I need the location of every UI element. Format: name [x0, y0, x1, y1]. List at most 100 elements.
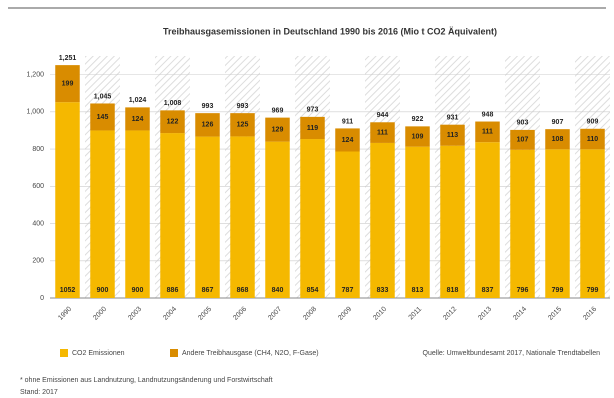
- x-tick-label: 2011: [408, 306, 424, 322]
- bar-segment: [475, 121, 500, 143]
- value-label: 854: [307, 287, 319, 294]
- bar-segment: [545, 129, 570, 150]
- value-label: 799: [587, 287, 599, 294]
- total-label: 1,251: [59, 55, 77, 62]
- legend-label: Andere Treibhausgase (CH4, N2O, F-Gase): [182, 350, 319, 357]
- value-label: 110: [587, 136, 598, 143]
- bar-segment: [370, 142, 395, 298]
- value-label: 818: [447, 287, 459, 294]
- value-label: 145: [97, 114, 109, 121]
- total-label: 903: [517, 120, 529, 127]
- value-label: 122: [167, 119, 179, 126]
- value-label: 886: [167, 287, 179, 294]
- x-tick-label: 2003: [127, 306, 143, 322]
- legend-label: CO2 Emissionen: [72, 350, 125, 357]
- value-label: 111: [377, 129, 388, 136]
- total-label: 1,045: [94, 93, 112, 100]
- value-label: 119: [307, 125, 318, 132]
- bar-segment: [580, 128, 605, 150]
- value-label: 113: [447, 132, 458, 139]
- value-label: 868: [237, 287, 249, 294]
- bar-segment: [545, 149, 570, 298]
- value-label: 126: [202, 122, 214, 129]
- value-label: 111: [482, 129, 493, 136]
- bar-segment: [195, 113, 220, 137]
- value-label: 796: [517, 287, 529, 294]
- value-label: 108: [552, 136, 564, 143]
- total-label: 909: [587, 119, 599, 126]
- y-tick-label: 1,000: [26, 109, 44, 116]
- legend-swatch: [170, 349, 178, 357]
- note: Stand: 2017: [20, 389, 58, 396]
- total-label: 911: [342, 118, 353, 125]
- value-label: 900: [132, 287, 144, 294]
- y-tick-label: 0: [40, 295, 44, 302]
- x-tick-label: 2016: [582, 306, 598, 322]
- x-tick-label: 2006: [232, 306, 248, 322]
- value-label: 900: [97, 287, 109, 294]
- bar-segment: [335, 151, 360, 298]
- x-tick-label: 2014: [512, 306, 528, 322]
- bar-segment: [265, 141, 290, 298]
- value-label: 199: [62, 80, 74, 87]
- legend-swatch: [60, 349, 68, 357]
- bar-segment: [160, 110, 185, 134]
- x-tick-label: 2007: [267, 306, 283, 322]
- y-tick-label: 600: [32, 183, 44, 190]
- value-label: 833: [377, 287, 389, 294]
- value-label: 124: [132, 116, 144, 123]
- total-label: 973: [307, 107, 319, 114]
- bar-segment: [90, 130, 115, 298]
- bar-segment: [335, 128, 360, 152]
- bar-segment: [90, 103, 115, 131]
- total-label: 993: [237, 103, 249, 110]
- total-label: 948: [482, 111, 494, 118]
- bar-segment: [125, 130, 150, 298]
- value-label: 813: [412, 287, 424, 294]
- x-tick-label: 2012: [442, 306, 458, 322]
- bar-segment: [230, 136, 255, 298]
- y-tick-label: 200: [32, 258, 44, 265]
- x-tick-label: 2000: [92, 306, 108, 322]
- value-label: 867: [202, 287, 214, 294]
- value-label: 787: [342, 287, 354, 294]
- value-label: 799: [552, 287, 564, 294]
- bar-segment: [300, 139, 325, 298]
- x-tick-label: 2009: [337, 306, 353, 322]
- bar-segment: [440, 124, 465, 146]
- total-label: 907: [552, 119, 564, 126]
- bar-segment: [265, 117, 290, 142]
- total-label: 931: [447, 115, 459, 122]
- value-label: 107: [517, 137, 529, 144]
- bar-segment: [580, 149, 605, 298]
- bar-segment: [370, 122, 395, 143]
- footnote: * ohne Emissionen aus Landnutzung, Landn…: [20, 377, 273, 384]
- bar-segment: [195, 136, 220, 298]
- x-tick-label: 2004: [162, 306, 178, 322]
- bar-segment: [405, 146, 430, 298]
- x-tick-label: 2010: [372, 306, 388, 322]
- y-tick-label: 800: [32, 146, 44, 153]
- bar-segment: [510, 129, 535, 150]
- value-label: 1052: [60, 287, 76, 294]
- total-label: 1,024: [129, 97, 147, 104]
- total-label: 944: [377, 112, 389, 119]
- value-label: 840: [272, 287, 284, 294]
- x-tick-label: 2013: [477, 306, 493, 322]
- y-tick-label: 1,200: [26, 71, 44, 78]
- bar-segment: [160, 133, 185, 298]
- x-tick-label: 1990: [57, 306, 73, 322]
- bar-segment: [510, 149, 535, 298]
- bar-segment: [475, 142, 500, 298]
- value-label: 124: [342, 137, 354, 144]
- bar-segment: [300, 116, 325, 140]
- total-label: 1,008: [164, 100, 182, 107]
- value-label: 129: [272, 126, 284, 133]
- bar-segment: [55, 102, 80, 298]
- total-label: 969: [272, 107, 284, 114]
- y-tick-label: 400: [32, 220, 44, 227]
- source: Quelle: Umweltbundesamt 2017, Nationale …: [423, 350, 601, 357]
- bar-segment: [440, 145, 465, 298]
- bar-segment: [405, 126, 430, 147]
- x-tick-label: 2008: [302, 306, 318, 322]
